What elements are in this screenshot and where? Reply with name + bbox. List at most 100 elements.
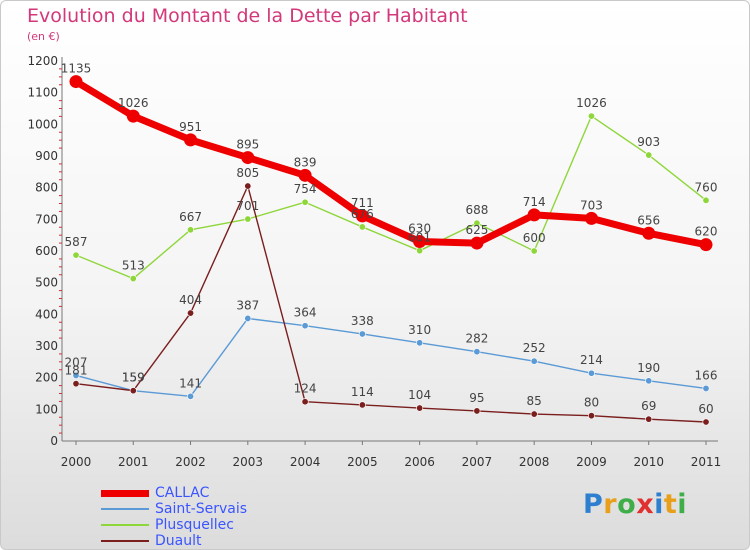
data-label: 703 xyxy=(580,198,603,212)
legend-label: Saint-Servais xyxy=(155,501,248,517)
data-point xyxy=(72,380,80,388)
data-point xyxy=(530,357,538,365)
legend-label: Plusquellec xyxy=(155,517,234,533)
data-label: 620 xyxy=(695,225,718,239)
data-point xyxy=(642,226,656,240)
data-point xyxy=(413,235,427,248)
series-line-duault xyxy=(75,185,707,423)
x-tick-label: 2006 xyxy=(404,455,435,469)
series-line-saint-servais xyxy=(75,317,707,398)
data-point xyxy=(69,75,83,89)
legend-swatch xyxy=(101,540,149,542)
x-tick-label: 2009 xyxy=(576,455,607,469)
x-tick-label: 2011 xyxy=(691,455,722,469)
data-label: 181 xyxy=(65,364,88,378)
data-label: 282 xyxy=(465,332,488,346)
data-label: 1135 xyxy=(61,62,92,76)
logo-letter: o xyxy=(617,489,637,520)
y-tick-label: 800 xyxy=(35,181,58,195)
data-point xyxy=(187,392,195,400)
proxiti-logo: Proxiti xyxy=(583,489,687,520)
data-point xyxy=(702,384,710,392)
data-point xyxy=(702,418,710,426)
data-point xyxy=(187,309,195,317)
x-tick-label: 2000 xyxy=(61,455,92,469)
data-point xyxy=(187,226,195,234)
legend-label: CALLAC xyxy=(155,485,210,501)
x-tick-label: 2010 xyxy=(633,455,664,469)
chart-subtitle: (en €) xyxy=(27,30,60,43)
data-point xyxy=(416,247,424,255)
x-tick-label: 2002 xyxy=(175,455,206,469)
y-tick-label: 0 xyxy=(50,434,58,448)
data-point xyxy=(72,251,80,259)
data-point xyxy=(587,112,595,120)
data-label: 951 xyxy=(179,120,202,134)
data-point xyxy=(241,151,255,165)
data-label: 85 xyxy=(527,394,542,408)
data-label: 711 xyxy=(351,196,374,210)
data-label: 252 xyxy=(523,341,546,355)
data-label: 60 xyxy=(698,402,713,416)
data-label: 676 xyxy=(351,207,374,221)
data-label: 338 xyxy=(351,314,374,328)
data-point xyxy=(473,407,481,415)
x-tick-label: 2003 xyxy=(233,455,264,469)
data-label: 80 xyxy=(584,396,599,410)
data-label: 760 xyxy=(695,180,718,194)
data-point xyxy=(702,196,710,204)
data-point xyxy=(527,208,541,222)
data-point xyxy=(358,223,366,231)
data-label: 159 xyxy=(122,371,145,385)
data-label: 141 xyxy=(179,376,202,390)
logo-letter: t xyxy=(663,489,678,520)
data-point xyxy=(244,314,252,322)
data-label: 124 xyxy=(294,382,317,396)
data-label: 387 xyxy=(236,298,259,312)
logo-letter: x xyxy=(636,489,655,520)
data-point xyxy=(587,412,595,420)
data-label: 190 xyxy=(637,361,660,375)
data-point xyxy=(244,215,252,223)
data-label: 805 xyxy=(236,166,259,180)
data-point xyxy=(530,410,538,418)
y-tick-label: 1000 xyxy=(27,117,58,131)
data-label: 656 xyxy=(637,213,660,227)
logo-letter: r xyxy=(603,489,618,520)
data-point xyxy=(473,219,481,227)
data-label: 895 xyxy=(236,138,259,152)
legend-swatch xyxy=(101,508,149,510)
logo-letter: P xyxy=(583,489,604,520)
y-tick-label: 900 xyxy=(35,149,58,163)
logo-letter: i xyxy=(654,489,664,520)
data-label: 630 xyxy=(408,222,431,236)
data-point xyxy=(645,151,653,159)
data-label: 364 xyxy=(294,306,317,320)
x-tick-label: 2008 xyxy=(519,455,550,469)
data-point xyxy=(645,415,653,423)
data-point xyxy=(645,377,653,385)
data-label: 714 xyxy=(523,195,546,209)
data-label: 600 xyxy=(523,231,546,245)
data-label: 903 xyxy=(637,135,660,149)
x-tick-label: 2004 xyxy=(290,455,321,469)
data-label: 513 xyxy=(122,259,145,273)
data-point xyxy=(699,238,713,252)
y-tick-label: 200 xyxy=(35,371,58,385)
data-label: 114 xyxy=(351,385,374,399)
data-point xyxy=(129,275,137,283)
data-label: 214 xyxy=(580,353,603,367)
data-label: 688 xyxy=(465,203,488,217)
y-tick-label: 400 xyxy=(35,307,58,321)
y-tick-label: 300 xyxy=(35,339,58,353)
data-point xyxy=(473,348,481,356)
data-label: 587 xyxy=(65,235,88,249)
data-point xyxy=(301,322,309,330)
legend-swatch xyxy=(101,489,149,497)
data-point xyxy=(470,236,484,250)
chart-title: Evolution du Montant de la Dette par Hab… xyxy=(27,5,468,27)
legend-label: Duault xyxy=(155,533,202,549)
x-tick-label: 2005 xyxy=(347,455,378,469)
y-tick-label: 500 xyxy=(35,276,58,290)
